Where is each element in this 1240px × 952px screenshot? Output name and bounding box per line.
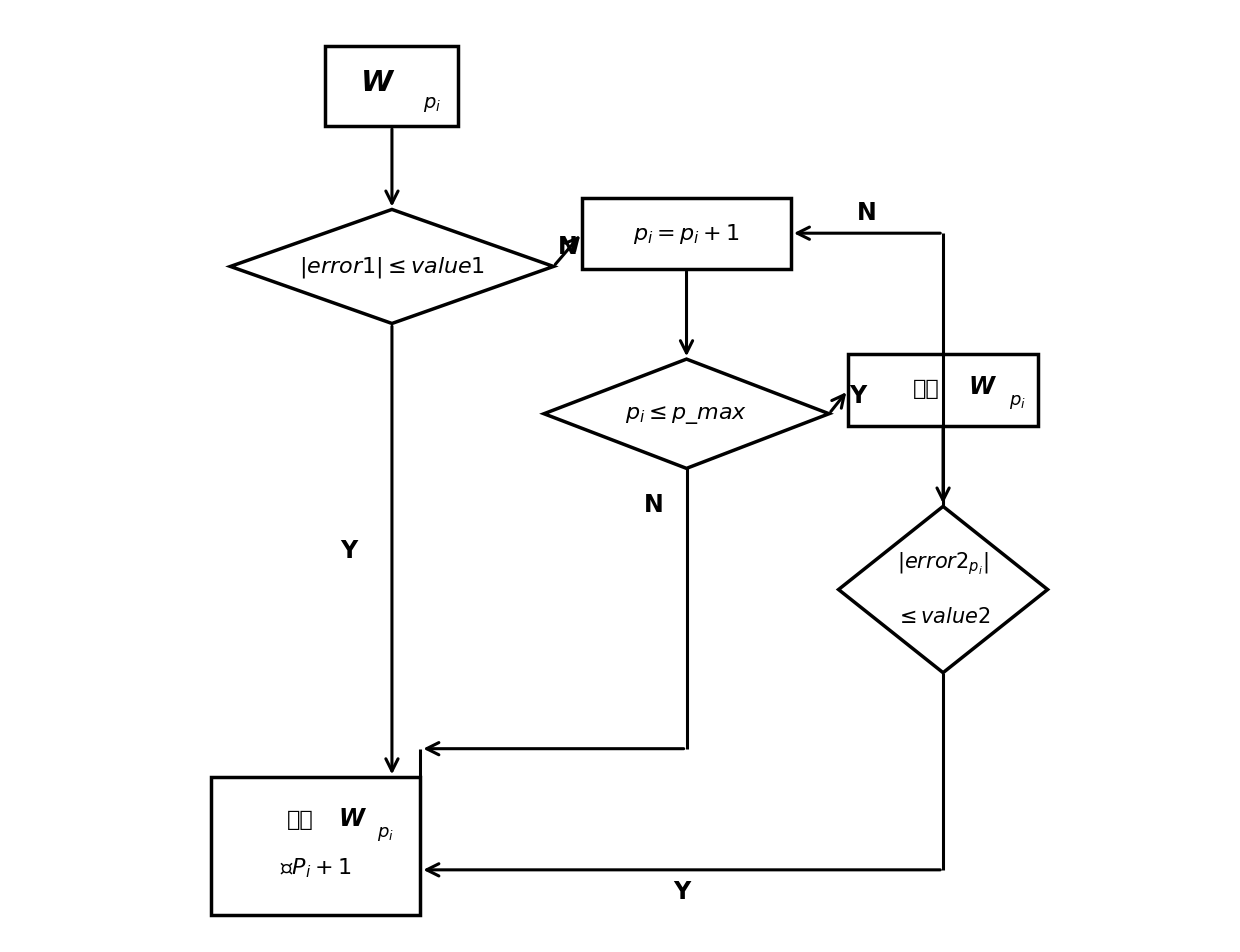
Polygon shape (231, 210, 553, 324)
Text: $\boldsymbol{W}$: $\boldsymbol{W}$ (360, 69, 396, 97)
Text: $p_i$: $p_i$ (423, 94, 441, 113)
Text: Y: Y (341, 539, 358, 563)
Text: $p_i$: $p_i$ (1008, 393, 1025, 411)
Text: 与$P_i+1$: 与$P_i+1$ (280, 855, 352, 879)
Text: N: N (857, 201, 877, 225)
Text: $\leq value2$: $\leq value2$ (895, 606, 991, 626)
Polygon shape (838, 506, 1048, 673)
Bar (325, 47, 459, 128)
Polygon shape (544, 360, 830, 469)
Bar (582, 198, 791, 269)
Text: 输出: 输出 (288, 809, 314, 829)
Text: $|error1|\leq value1$: $|error1|\leq value1$ (299, 255, 485, 280)
Text: Y: Y (849, 384, 867, 407)
Bar (211, 778, 420, 915)
Text: $p_i = p_i+1$: $p_i = p_i+1$ (634, 222, 740, 246)
Text: $\boldsymbol{W}$: $\boldsymbol{W}$ (968, 375, 997, 399)
Text: $p_i \leq p\_max$: $p_i \leq p\_max$ (625, 404, 748, 426)
Text: $\boldsymbol{W}$: $\boldsymbol{W}$ (337, 805, 367, 830)
Text: Y: Y (673, 879, 691, 902)
Text: $|error2_{p_i}|$: $|error2_{p_i}|$ (898, 550, 988, 577)
Text: $p_i$: $p_i$ (377, 823, 394, 842)
Text: N: N (558, 234, 578, 258)
Text: 更新: 更新 (913, 379, 940, 399)
Bar (848, 355, 1038, 426)
Text: N: N (644, 493, 663, 517)
